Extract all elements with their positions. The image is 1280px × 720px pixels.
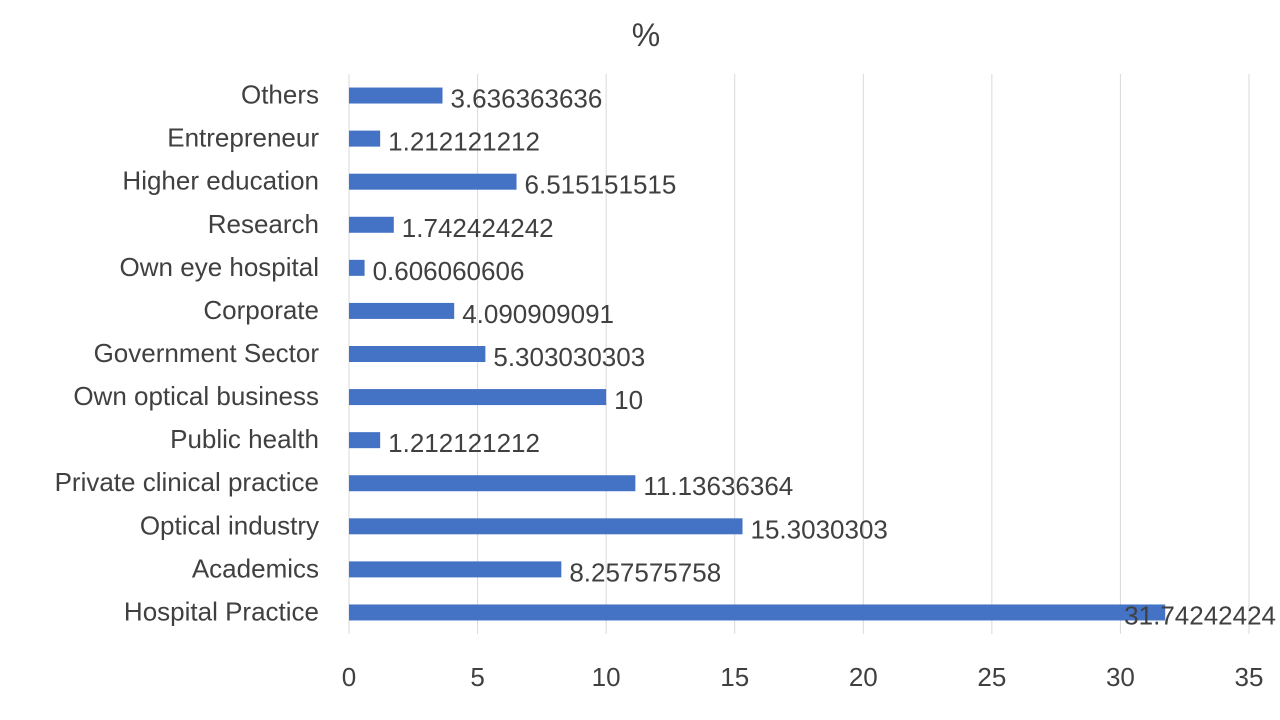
category-label: Hospital Practice [124,596,319,626]
data-label: 3.636363636 [451,84,603,114]
x-axis-ticks: 0 5 10 15 20 25 30 35 [342,662,1264,692]
bar [349,561,562,578]
category-label: Corporate [203,295,319,325]
bar [349,87,443,104]
bar [349,302,455,319]
bar [349,604,1166,621]
bars [349,87,1166,621]
bar [349,518,743,535]
category-label: Private clinical practice [55,467,319,497]
data-label: 5.303030303 [493,342,645,372]
x-tick-label: 10 [592,662,621,692]
data-label: 8.257575758 [569,557,721,587]
bar [349,432,381,449]
bar [349,475,636,492]
x-tick-label: 30 [1106,662,1135,692]
bar [349,173,517,190]
bar [349,130,381,147]
x-tick-label: 15 [720,662,749,692]
category-label: Optical industry [140,510,319,540]
data-label: 1.212121212 [388,127,540,157]
data-labels: 31.74242424 8.257575758 15.3030303 11.13636… [373,84,1276,631]
category-label: Entrepreneur [167,123,319,153]
bar [349,346,486,362]
data-label: 6.515151515 [525,170,677,200]
category-label: Public health [170,424,319,454]
category-label: Government Sector [94,338,320,368]
category-label: Own optical business [73,381,319,411]
category-label: Research [208,209,319,239]
x-tick-label: 20 [849,662,878,692]
x-tick-label: 5 [470,662,484,692]
data-label: 4.090909091 [462,299,614,329]
data-label: 11.13636364 [643,471,793,501]
data-label: 15.3030303 [751,514,888,544]
category-label: Own eye hospital [120,252,319,282]
x-tick-label: 25 [977,662,1006,692]
gridlines [348,74,1250,634]
data-label: 31.74242424 [1124,600,1276,630]
category-label: Higher education [122,166,319,196]
category-label: Others [241,80,319,110]
bar [349,216,394,233]
category-label: Academics [192,553,319,583]
bar [349,389,607,406]
category-labels: Hospital Practice Academics Optical indust… [55,80,320,627]
x-tick-label: 35 [1235,662,1264,692]
data-label: 10 [614,385,643,415]
x-tick-label: 0 [342,662,356,692]
data-label: 0.606060606 [373,256,525,286]
data-label: 1.212121212 [388,428,540,458]
chart-title: % [632,17,660,53]
bar [349,259,365,276]
data-label: 1.742424242 [402,213,554,243]
